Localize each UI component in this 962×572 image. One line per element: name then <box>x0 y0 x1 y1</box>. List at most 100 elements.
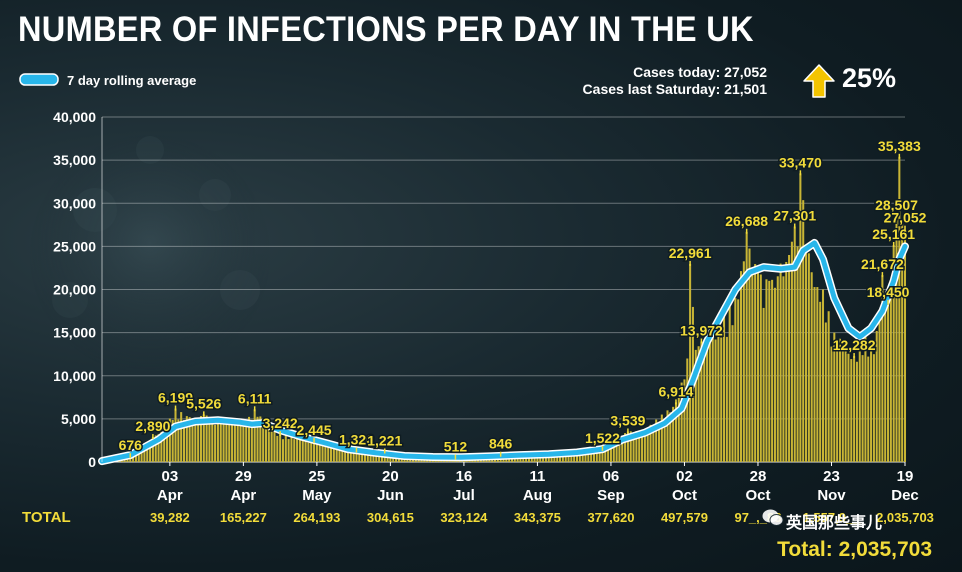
daily-bar <box>171 419 174 462</box>
daily-bar <box>313 440 316 462</box>
daily-bar <box>703 341 706 462</box>
daily-bar <box>683 379 686 462</box>
y-tick-label: 15,000 <box>53 325 96 341</box>
x-tick-day: 11 <box>529 468 545 485</box>
daily-bar <box>796 246 799 462</box>
daily-bar <box>137 450 140 462</box>
daily-bar <box>607 445 610 462</box>
y-tick-label: 35,000 <box>53 152 96 168</box>
daily-bar <box>293 439 296 462</box>
daily-bar <box>615 437 618 462</box>
daily-bar <box>816 287 819 462</box>
daily-bar <box>239 425 242 462</box>
daily-bar <box>855 361 858 462</box>
daily-bar <box>166 426 169 462</box>
daily-bar <box>242 420 245 462</box>
daily-bar <box>598 449 601 462</box>
daily-bar <box>163 427 166 462</box>
daily-bar <box>624 433 627 462</box>
daily-bar <box>296 437 299 462</box>
daily-bar <box>366 452 369 462</box>
daily-bar <box>211 417 214 462</box>
daily-bar <box>697 346 700 462</box>
x-tick-month: Oct <box>745 487 770 504</box>
x-tick-day: 25 <box>309 468 326 485</box>
virus-background-illustration <box>30 135 270 375</box>
daily-bar <box>134 453 137 462</box>
daily-bar <box>643 429 646 462</box>
daily-bar <box>570 452 573 462</box>
watermark-text: 英国那些事儿 <box>786 515 883 532</box>
daily-bar <box>742 261 745 462</box>
daily-bar <box>686 358 689 462</box>
daily-bar <box>771 279 774 462</box>
annotation-label: 5,526 <box>186 395 221 411</box>
daily-bar <box>717 326 720 462</box>
daily-bar <box>728 306 731 462</box>
daily-bar <box>745 231 748 462</box>
daily-bar <box>270 429 273 462</box>
daily-bar <box>799 173 802 463</box>
daily-bar <box>346 448 350 462</box>
annotation-label: 18,450 <box>867 284 910 300</box>
daily-bar <box>805 247 808 462</box>
daily-bar <box>578 452 581 462</box>
daily-bar <box>604 447 607 462</box>
daily-bar <box>609 443 612 462</box>
daily-bar <box>287 439 290 462</box>
daily-bar <box>853 356 856 462</box>
daily-bar <box>358 451 361 462</box>
daily-bar <box>341 447 344 462</box>
annotation-label: 26,688 <box>725 213 768 229</box>
daily-bar <box>197 418 200 462</box>
daily-bar <box>875 330 878 462</box>
daily-bar <box>372 453 375 462</box>
daily-bar <box>284 435 287 462</box>
daily-bar <box>250 419 253 462</box>
daily-bar <box>248 416 251 462</box>
daily-bar <box>785 261 788 462</box>
daily-bar <box>185 416 188 462</box>
annotation-label: 28,507 <box>875 197 918 213</box>
daily-bar <box>748 248 751 462</box>
daily-bar <box>595 451 598 462</box>
daily-bar <box>646 429 649 462</box>
daily-bar <box>689 263 692 462</box>
daily-bar <box>304 439 307 462</box>
daily-bar <box>276 435 279 462</box>
daily-bar <box>765 279 768 462</box>
daily-bar <box>878 312 881 462</box>
annotation-label: 21,672 <box>861 256 904 272</box>
annotation-label: 6,111 <box>238 390 272 406</box>
legend: 7 day rolling average <box>19 73 196 88</box>
daily-bar <box>236 420 239 462</box>
daily-bar <box>298 439 301 462</box>
x-tick-day: 23 <box>823 468 840 485</box>
daily-bar <box>587 450 590 462</box>
daily-bar <box>725 336 728 462</box>
daily-bar <box>773 287 776 462</box>
daily-bar <box>590 452 593 462</box>
daily-bar <box>202 414 205 462</box>
annotation-label: 22,961 <box>669 245 712 261</box>
daily-bar <box>143 446 146 462</box>
x-tick-month: Sep <box>597 487 625 504</box>
cases-today: Cases today: 27,052 <box>633 64 767 80</box>
daily-bar <box>858 342 861 462</box>
daily-bar <box>338 448 341 462</box>
daily-bar <box>759 274 762 462</box>
daily-bar <box>782 276 785 462</box>
daily-bar <box>154 435 157 462</box>
daily-bar <box>768 280 771 462</box>
cases-today-value: 27,052 <box>724 64 767 80</box>
daily-bar <box>219 423 222 462</box>
cumulative-total: 377,620 <box>587 510 635 525</box>
daily-bar <box>802 200 805 463</box>
daily-bar <box>151 437 154 462</box>
annotation-label: 35,383 <box>878 138 921 154</box>
x-tick-day: 16 <box>456 468 473 485</box>
wechat-icon <box>762 509 784 526</box>
annotation-label: 25,161 <box>872 226 915 242</box>
